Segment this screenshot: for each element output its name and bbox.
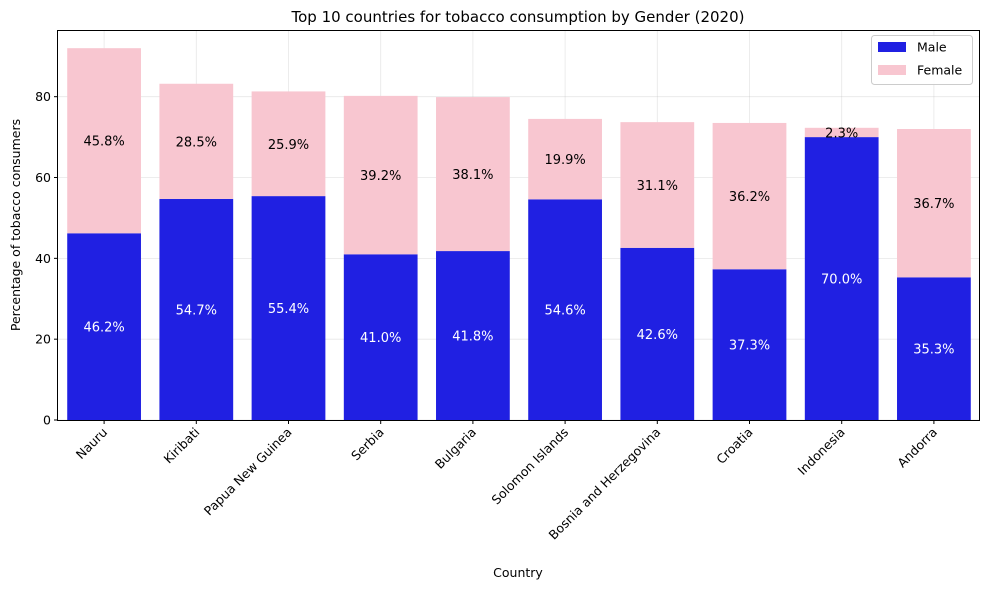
- x-tick-label: Croatia: [713, 425, 755, 467]
- bar-label-male: 35.3%: [913, 343, 954, 358]
- bar-male: [67, 233, 141, 420]
- bar-male: [343, 254, 418, 420]
- y-tick-label: 20: [35, 332, 51, 347]
- bar-label-male: 41.0%: [360, 331, 401, 346]
- bar-female: [251, 91, 326, 197]
- bar-male: [159, 198, 234, 420]
- legend: Male Female: [871, 35, 973, 85]
- bar-male: [897, 277, 971, 420]
- x-tick-label: Kiribati: [161, 425, 203, 467]
- bar-label-male: 55.4%: [268, 302, 309, 317]
- bar-male: [436, 251, 510, 420]
- bar-label-female: 28.5%: [176, 135, 217, 150]
- bar-label-male: 41.8%: [452, 330, 493, 345]
- bar-male: [251, 196, 326, 420]
- y-axis-label: Percentage of tobacco consumers: [8, 119, 23, 331]
- y-axis: 0 20 40 60 80: [35, 89, 58, 428]
- bar-label-female: 36.2%: [729, 190, 770, 205]
- legend-label: Female: [917, 63, 963, 78]
- bar-male: [712, 269, 787, 420]
- legend-swatch: [878, 42, 906, 52]
- y-tick-label: 80: [35, 89, 51, 104]
- bar-female: [620, 122, 695, 248]
- y-tick-label: 40: [35, 251, 51, 266]
- chart-title: Top 10 countries for tobacco consumption…: [291, 8, 745, 26]
- bar-labels: 46.2% 45.8% 54.7% 28.5% 55.4% 25.9% 41.0% 39.2%…: [83, 126, 954, 357]
- x-tick-label: Nauru: [73, 425, 110, 462]
- bar-label-female: 19.9%: [544, 153, 585, 168]
- bar-label-female: 39.2%: [360, 169, 401, 184]
- plot-frame: [57, 30, 980, 421]
- bar-label-female: 45.8%: [83, 135, 124, 150]
- bar-male: [620, 247, 695, 420]
- x-tick-label: Indonesia: [794, 425, 847, 478]
- bar-female: [897, 129, 971, 278]
- bar-label-female: 38.1%: [452, 168, 493, 183]
- bar-female: [343, 95, 418, 255]
- x-tick-label: Papua New Guinea: [201, 425, 295, 519]
- bar-label-male: 54.6%: [544, 304, 585, 319]
- y-tick-label: 0: [43, 413, 51, 428]
- bar-female: [436, 97, 510, 252]
- bar-label-male: 46.2%: [83, 321, 124, 336]
- bar-female: [67, 48, 141, 234]
- bar-female: [528, 118, 602, 200]
- bar-label-female: 2.3%: [825, 126, 858, 141]
- x-axis-label: Country: [493, 565, 543, 580]
- bars: [67, 48, 971, 420]
- bar-label-male: 42.6%: [637, 328, 678, 343]
- legend-label: Male: [917, 40, 947, 55]
- x-tick-label: Andorra: [894, 425, 940, 471]
- bar-label-male: 37.3%: [729, 339, 770, 354]
- bar-female: [804, 127, 879, 138]
- y-tick-label: 60: [35, 170, 51, 185]
- bar-label-male: 54.7%: [176, 303, 217, 318]
- x-tick-label: Solomon Islands: [488, 425, 571, 508]
- bar-label-female: 31.1%: [637, 179, 678, 194]
- bar-label-female: 25.9%: [268, 138, 309, 153]
- bar-female: [159, 83, 234, 199]
- legend-swatch: [878, 65, 906, 75]
- bar-label-male: 70.0%: [821, 273, 862, 288]
- x-tick-label: Serbia: [348, 425, 387, 464]
- bar-male: [528, 199, 602, 420]
- bar-male: [804, 137, 879, 420]
- bar-label-female: 36.7%: [913, 197, 954, 212]
- bar-female: [712, 122, 787, 270]
- x-tick-label: Bulgaria: [432, 425, 479, 472]
